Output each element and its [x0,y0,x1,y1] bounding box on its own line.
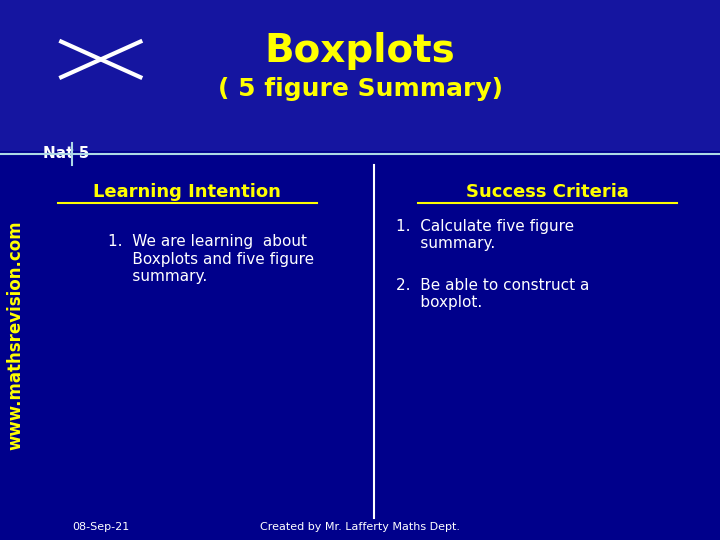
Text: Boxplots: Boxplots [265,32,455,70]
Text: Created by Mr. Lafferty Maths Dept.: Created by Mr. Lafferty Maths Dept. [260,522,460,531]
Text: ( 5 figure Summary): ( 5 figure Summary) [217,77,503,101]
Bar [0,0,720,151]
Text: Learning Intention: Learning Intention [94,183,281,201]
Text: 1.  We are learning  about
     Boxplots and five figure
     summary.: 1. We are learning about Boxplots and fi… [108,234,314,284]
Text: 1.  Calculate five figure
     summary.: 1. Calculate five figure summary. [396,219,574,251]
Text: Success Criteria: Success Criteria [466,183,629,201]
Text: Nat 5: Nat 5 [43,146,89,161]
Text: 08-Sep-21: 08-Sep-21 [72,522,130,531]
Text: 2.  Be able to construct a
     boxplot.: 2. Be able to construct a boxplot. [396,278,590,310]
Text: www.mathsrevision.com: www.mathsrevision.com [6,220,25,450]
